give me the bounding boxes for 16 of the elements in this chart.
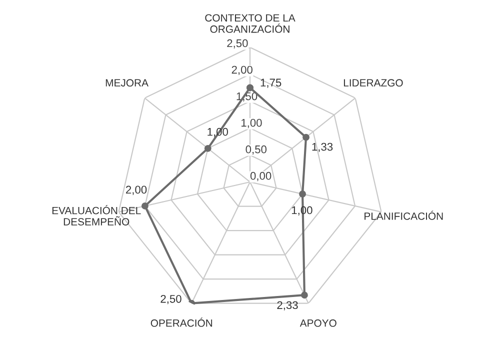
spoke-label: APOYO	[300, 319, 336, 327]
spoke-label: PLANIFICACIÓN	[364, 210, 443, 220]
y-tick-label: 0,50	[246, 145, 267, 155]
spoke-label: MEJORA	[106, 79, 148, 87]
spoke-label: CONTEXTO DE LA ORGANIZACIÓN	[205, 14, 296, 33]
data-label: 1,33	[312, 142, 333, 152]
y-tick-label: 2,00	[232, 66, 252, 76]
spoke-label: EVALUACIÓN DEL DESEMPEÑO	[52, 205, 141, 226]
y-tick-label: 1,00	[241, 118, 262, 128]
data-label: 2,50	[160, 294, 182, 304]
spoke-label: OPERACIÓN	[150, 318, 212, 327]
spoke-label: LIDERAZGO	[344, 79, 403, 87]
y-tick-label: 0,00	[250, 172, 272, 182]
data-label: 2,33	[277, 301, 298, 310]
data-label: 1,75	[260, 78, 282, 88]
data-label: 2,00	[126, 186, 147, 195]
